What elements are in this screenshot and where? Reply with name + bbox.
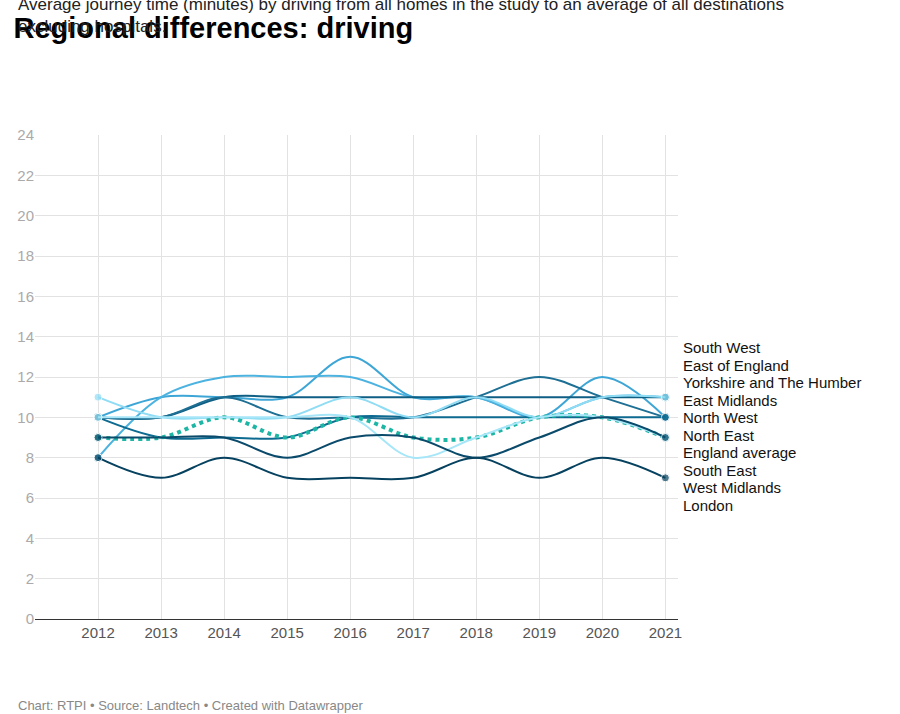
svg-text:2016: 2016 bbox=[334, 624, 367, 641]
svg-text:East of England: East of England bbox=[683, 357, 789, 374]
svg-text:Regional differences: driving: Regional differences: driving bbox=[14, 12, 414, 44]
svg-text:Chart: RTPI • Source: Landtech: Chart: RTPI • Source: Landtech • Created… bbox=[18, 698, 364, 713]
svg-text:England average: England average bbox=[683, 444, 796, 461]
svg-text:West Midlands: West Midlands bbox=[683, 479, 781, 496]
svg-text:0: 0 bbox=[26, 610, 34, 627]
svg-text:South East: South East bbox=[683, 462, 757, 479]
svg-text:2013: 2013 bbox=[144, 624, 177, 641]
svg-text:South West: South West bbox=[683, 339, 761, 356]
svg-text:8: 8 bbox=[26, 449, 34, 466]
svg-text:2019: 2019 bbox=[523, 624, 556, 641]
svg-text:18: 18 bbox=[17, 247, 34, 264]
svg-text:24: 24 bbox=[17, 126, 34, 143]
svg-text:20: 20 bbox=[17, 207, 34, 224]
svg-text:14: 14 bbox=[17, 328, 34, 345]
svg-text:Yorkshire and The Humber: Yorkshire and The Humber bbox=[683, 374, 861, 391]
svg-text:London: London bbox=[683, 497, 733, 514]
svg-text:Average journey time (minutes): Average journey time (minutes) by drivin… bbox=[18, 0, 784, 36]
svg-text:6: 6 bbox=[26, 489, 34, 506]
svg-text:16: 16 bbox=[17, 288, 34, 305]
svg-text:2: 2 bbox=[26, 570, 34, 587]
svg-text:North East: North East bbox=[683, 427, 755, 444]
svg-text:12: 12 bbox=[17, 368, 34, 385]
svg-text:2020: 2020 bbox=[586, 624, 619, 641]
svg-text:2015: 2015 bbox=[270, 624, 303, 641]
svg-text:10: 10 bbox=[17, 409, 34, 426]
svg-text:2018: 2018 bbox=[460, 624, 493, 641]
svg-text:22: 22 bbox=[17, 167, 34, 184]
svg-text:2012: 2012 bbox=[81, 624, 114, 641]
svg-text:2017: 2017 bbox=[397, 624, 430, 641]
svg-text:2021: 2021 bbox=[649, 624, 682, 641]
svg-text:4: 4 bbox=[26, 530, 34, 547]
svg-text:North West: North West bbox=[683, 409, 759, 426]
svg-text:2014: 2014 bbox=[207, 624, 240, 641]
svg-text:East Midlands: East Midlands bbox=[683, 392, 777, 409]
